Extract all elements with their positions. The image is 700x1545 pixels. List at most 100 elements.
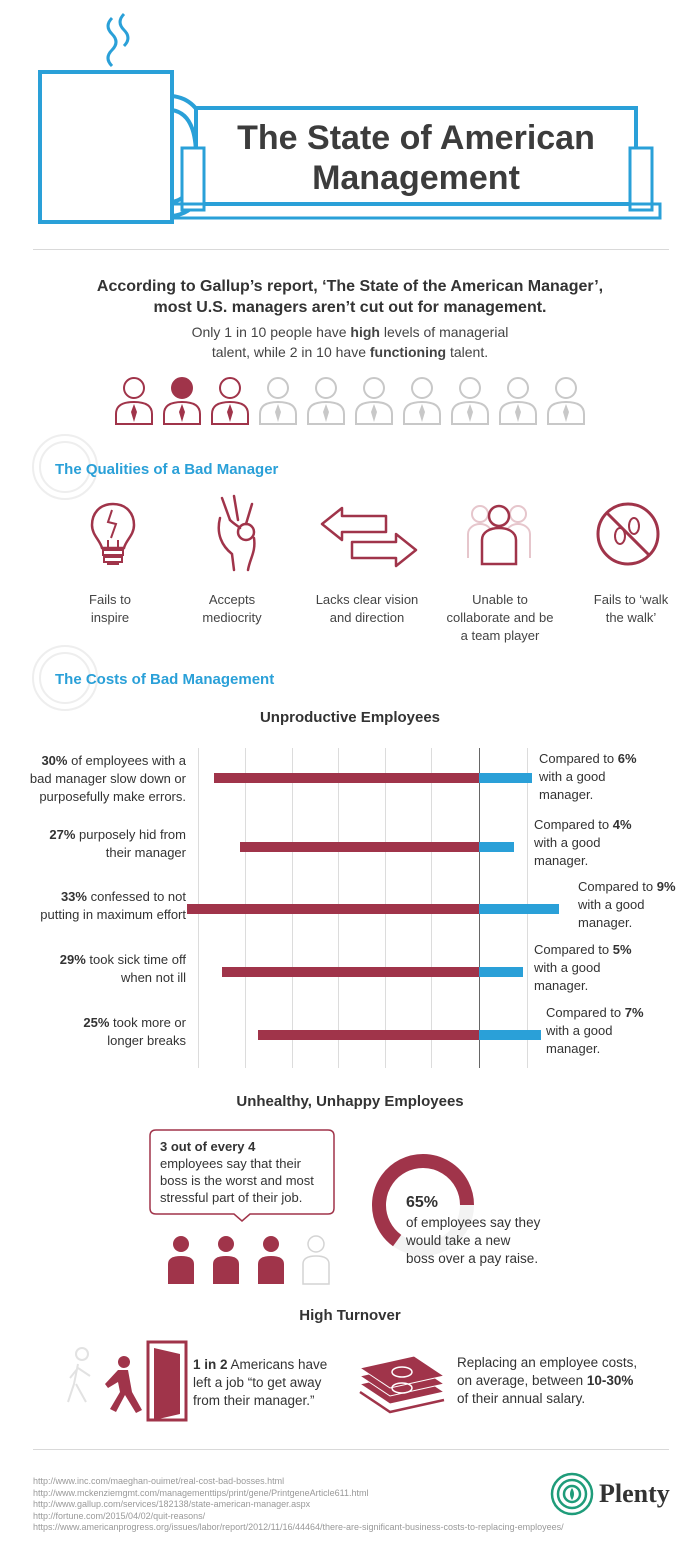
person-icon xyxy=(403,377,441,425)
turnover-heading: High Turnover xyxy=(299,1307,401,1324)
compare-label-row-5: Compared to 7% with a good manager. xyxy=(546,1004,686,1058)
bar-label-row-2: 27% purposely hid from their manager xyxy=(0,826,186,862)
donut-arc xyxy=(372,1154,474,1247)
compare-text: with a good xyxy=(578,897,645,912)
compare-text: manager. xyxy=(578,915,633,930)
bubble-bold: 3 out of every 4 xyxy=(160,1139,256,1154)
good-manager-bar xyxy=(479,842,515,852)
intro-bold-high: high xyxy=(350,324,380,340)
compare-label-row-3: Compared to 9% with a good manager. xyxy=(578,878,698,932)
compare-text: with a good xyxy=(534,835,601,850)
turnover-text: on average, between xyxy=(457,1373,587,1388)
unproductive-heading: Unproductive Employees xyxy=(259,709,441,726)
compare-text: Compared to xyxy=(539,751,618,766)
compare-text: manager. xyxy=(534,978,589,993)
intro-detail-line-2: talent, while 2 in 10 have functioning t… xyxy=(100,342,600,362)
turnover-bold: 1 in 2 xyxy=(193,1357,228,1372)
costs-heading: The Costs of Bad Management xyxy=(55,671,275,688)
compare-pct: 5% xyxy=(612,942,632,957)
quality-text: Lacks clear vision xyxy=(315,592,419,607)
compare-text: manager. xyxy=(546,1041,601,1056)
people-row xyxy=(112,374,592,428)
opposing-arrows-icon xyxy=(320,506,418,568)
bar-text: purposefully make errors. xyxy=(39,789,186,804)
compare-text: with a good xyxy=(534,960,601,975)
turnover-text: of their annual salary. xyxy=(457,1391,586,1406)
quality-text: inspire xyxy=(90,610,130,625)
bar-label-line: 25% took more or xyxy=(0,1014,186,1032)
compare-label-row-4: Compared to 5% with a good manager. xyxy=(534,941,674,995)
good-manager-bar xyxy=(479,904,559,914)
intro-text: levels of managerial xyxy=(379,324,509,340)
unproductive-chart: 30% of employees with a bad manager slow… xyxy=(0,740,700,1070)
compare-line: Compared to 5% xyxy=(534,941,674,959)
quality-label-vision: Lacks clear vision and direction xyxy=(302,591,432,627)
person-icon xyxy=(355,377,393,425)
brand-name: Plenty xyxy=(599,1479,670,1508)
turnover-right-line: on average, between 10-30% xyxy=(457,1372,657,1390)
person-icon xyxy=(163,377,201,425)
bar-text: took sick time off xyxy=(85,952,186,967)
coffee-mug-icon xyxy=(38,12,662,224)
source-link[interactable]: http://www.mckenziemgmt.com/managementti… xyxy=(33,1487,369,1498)
bar-label-row-1: 30% of employees with a bad manager slow… xyxy=(0,752,186,806)
title-line-2: Management xyxy=(312,159,520,197)
compare-text: Compared to xyxy=(546,1005,625,1020)
quality-text: Fails to xyxy=(89,592,131,607)
donut-chart xyxy=(372,1154,474,1256)
donut-text: of employees say they would take a new b… xyxy=(406,1214,586,1268)
donut-pct: 65% xyxy=(406,1194,439,1211)
intro-text: talent, while 2 in 10 have xyxy=(211,344,370,360)
quality-label-collaborate: Unable to collaborate and be a team play… xyxy=(436,591,564,645)
bar-label-line: 29% took sick time off xyxy=(0,951,186,969)
bad-manager-bar xyxy=(257,1030,479,1040)
donut-line: would take a new xyxy=(406,1233,511,1248)
good-manager-bar xyxy=(479,773,533,783)
turnover-left-line: 1 in 2 Americans have xyxy=(193,1356,353,1374)
person-icon xyxy=(451,377,489,425)
money-stack-icon xyxy=(358,1355,446,1414)
person-icon xyxy=(213,1236,239,1284)
person-leaving-door-icon xyxy=(67,1340,188,1422)
intro-detail: Only 1 in 10 people have high levels of … xyxy=(100,322,600,362)
team-icon xyxy=(467,504,531,566)
bubble-line: stressful part of their job. xyxy=(160,1190,303,1205)
source-link[interactable]: http://fortune.com/2015/04/02/quit-reaso… xyxy=(33,1510,206,1521)
plenty-logo-icon xyxy=(550,1472,594,1516)
quality-text: collaborate and be xyxy=(446,610,554,625)
intro-text: talent. xyxy=(446,344,489,360)
bubble-line: employees say that their xyxy=(160,1156,301,1171)
turnover-left-text: 1 in 2 Americans have left a job “to get… xyxy=(193,1356,353,1410)
quality-text: a team player xyxy=(460,628,540,643)
turnover-text: Americans have xyxy=(227,1357,328,1372)
compare-text: Compared to xyxy=(534,817,613,832)
quality-label-walk: Fails to ‘walk the walk’ xyxy=(576,591,686,627)
quality-text: Unable to xyxy=(472,592,528,607)
source-link[interactable]: https://www.americanprogress.org/issues/… xyxy=(33,1522,564,1532)
bar-pct: 29% xyxy=(59,952,86,967)
quality-text: Fails to ‘walk xyxy=(593,592,669,607)
good-manager-bar xyxy=(479,1030,541,1040)
bar-text: their manager xyxy=(105,845,186,860)
donut-line: boss over a pay raise. xyxy=(406,1251,539,1266)
section-ring-icon xyxy=(32,645,98,711)
bad-manager-bar xyxy=(213,773,479,783)
quality-text: and direction xyxy=(329,610,405,625)
compare-pct: 7% xyxy=(624,1005,644,1020)
intro-headline-line-1: According to Gallup’s report, ‘The State… xyxy=(96,278,604,295)
source-link[interactable]: http://www.inc.com/maeghan-ouimet/real-c… xyxy=(33,1476,285,1486)
compare-text: with a good xyxy=(539,769,606,784)
intro-text: Only 1 in 10 people have xyxy=(191,324,351,340)
bar-text: took more or xyxy=(109,1015,186,1030)
compare-label-row-1: Compared to 6% with a good manager. xyxy=(539,750,679,804)
bar-pct: 33% xyxy=(60,889,87,904)
people-icons xyxy=(115,377,585,425)
unhealthy-heading: Unhealthy, Unhappy Employees xyxy=(236,1093,464,1110)
bad-manager-bar xyxy=(240,842,479,852)
bar-label-line: 30% of employees with a xyxy=(0,752,186,770)
person-icon xyxy=(499,377,537,425)
section-ring-icon xyxy=(32,434,98,500)
bubble-text: 3 out of every 4 employees say that thei… xyxy=(160,1138,332,1206)
bar-pct: 27% xyxy=(49,827,76,842)
source-link[interactable]: http://www.gallup.com/services/182138/st… xyxy=(33,1499,311,1509)
